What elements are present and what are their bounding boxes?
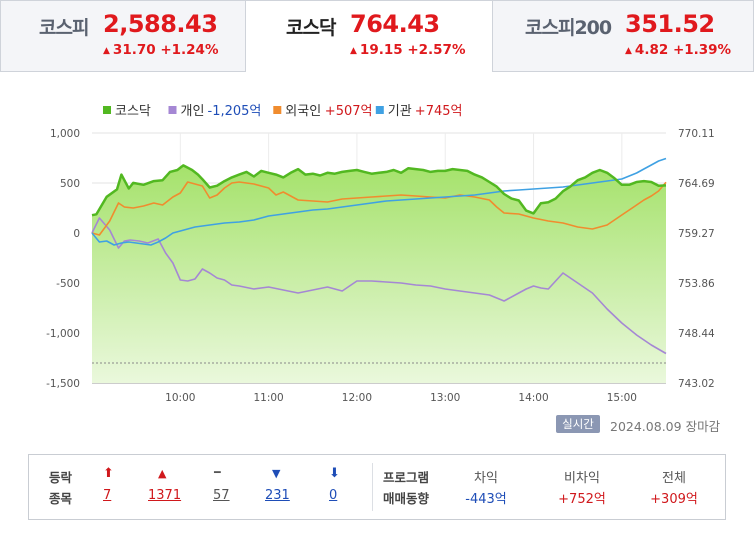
series-line-3 [91,157,667,246]
x-axis-tick: 12:00 [342,392,372,404]
up-arrow-icon: ▲ [625,46,632,56]
legend-swatch-3 [375,106,384,114]
tab-kospi200-value: 351.52 [625,10,715,38]
left-axis-tick: 0 [73,228,80,240]
arbitrage-value: -443억 [465,492,507,507]
arbitrage-head: 차익 [474,471,498,486]
tab-kosdaq[interactable]: 코스닥 764.43 ▲ 19.15 +2.57% [246,0,492,74]
tab-kospi200[interactable]: 코스피200 351.52 ▲ 4.82 +1.39% [492,0,754,72]
x-axis-tick: 14:00 [518,392,548,404]
advance-decline-label-top: 등락 [49,470,73,485]
tab-kospi-change: ▲ 31.70 +1.24% [103,42,218,58]
tab-kospi200-change: ▲ 4.82 +1.39% [625,42,731,58]
x-axis-tick: 15:00 [607,392,637,404]
market-status: 장마감 [685,419,721,434]
series-lines [91,157,667,355]
unchanged-icon: ━ [214,466,221,479]
series-line-0 [91,164,667,217]
lower-limit-icon: ⬇ [329,466,340,481]
right-axis-tick: 748.44 [678,328,715,340]
tab-kosdaq-value: 764.43 [350,10,440,38]
tab-kosdaq-name: 코스닥 [286,17,336,39]
program-total-value: +309억 [650,492,698,507]
tab-kospi200-name: 코스피200 [525,17,612,39]
realtime-badge[interactable]: 실시간 [556,415,600,433]
legend-amount-1: -1,205억 [208,104,262,119]
advance-decline-label-bottom: 종목 [49,491,73,506]
rise-count[interactable]: 1371 [148,488,182,503]
tab-kospi200-change-pct: +1.39% [672,42,732,58]
left-axis-tick: -1,000 [46,328,80,340]
legend-label-3: 기관 [388,104,412,119]
series-line-2 [91,181,667,236]
x-axis-tick: 11:00 [253,392,283,404]
tab-kospi-name: 코스피 [39,17,89,39]
rise-icon: ▲ [158,467,167,480]
legend-label-2: 외국인 [285,104,321,119]
fall-icon: ▼ [272,467,281,480]
legend-label-1: 개인 [181,104,205,119]
legend-swatch-2 [273,106,282,114]
right-axis-tick: 759.27 [678,228,715,240]
up-arrow-icon: ▲ [103,46,110,56]
left-axis-tick: -1,500 [46,378,80,390]
chart-legend: 코스닥 개인 -1,205억 외국인 +507억 기관 +745억 [103,104,462,119]
x-axis-tick: 13:00 [430,392,460,404]
legend-swatch-0 [103,106,111,114]
right-axis-tick: 764.69 [678,178,715,190]
tab-kosdaq-change-pct: +2.57% [407,42,466,58]
series-line-1 [91,217,667,355]
right-axis-tick: 743.02 [678,378,715,390]
lower-limit-count[interactable]: 0 [329,488,338,503]
market-date: 2024.08.09 장마감 [610,416,720,435]
left-axis-tick: -500 [56,278,80,290]
non-arbitrage-value: +752억 [558,492,606,507]
tab-kospi-value: 2,588.43 [103,10,218,38]
legend-amount-3: +745억 [415,104,463,119]
right-axis-tick: 770.11 [678,128,715,140]
index-tabs: 코스피 2,588.43 ▲ 31.70 +1.24% 코스닥 764.43 ▲ 1… [0,0,754,74]
tab-kospi[interactable]: 코스피 2,588.43 ▲ 31.70 +1.24% [0,0,246,72]
date-value: 2024.08.09 [610,419,682,434]
unchanged-count[interactable]: 57 [213,488,230,503]
investor-flow-chart: 코스닥 개인 -1,205억 외국인 +507억 기관 +745억 1,000 500 0 -50… [46,104,715,404]
tab-kospi-change-pct: +1.24% [160,42,219,58]
kosdaq-area [92,165,666,383]
fall-count[interactable]: 231 [265,488,290,503]
non-arbitrage-head: 비차익 [564,471,600,486]
tab-kospi-change-value: 31.70 [112,42,156,58]
program-label-top: 프로그램 [383,470,430,485]
x-axis-tick: 10:00 [165,392,195,404]
program-label-bottom: 매매동향 [383,491,430,506]
upper-limit-count[interactable]: 7 [103,488,112,503]
program-total-head: 전체 [662,471,686,486]
legend-amount-2: +507억 [325,104,373,119]
left-axis-tick: 500 [60,178,80,190]
left-axis-tick: 1,000 [50,128,80,140]
stats-divider [372,463,373,511]
tab-kosdaq-change: ▲ 19.15 +2.57% [350,42,465,58]
right-axis-tick: 753.86 [678,278,715,290]
chart-axes: 1,000 500 0 -500 -1,000 -1,500 770.11 764.69 759… [46,128,715,404]
up-arrow-icon: ▲ [350,46,357,56]
legend-label-0: 코스닥 [115,104,151,119]
market-stats-panel: 등락 종목 ⬆ 7 ▲ 1371 ━ 57 ▼ 231 ⬇ 0 프로그램 매매동… [28,454,726,520]
upper-limit-icon: ⬆ [103,466,114,481]
tab-kosdaq-change-value: 19.15 [359,42,403,58]
tab-kospi200-change-value: 4.82 [634,42,669,58]
legend-swatch-1 [168,106,177,114]
